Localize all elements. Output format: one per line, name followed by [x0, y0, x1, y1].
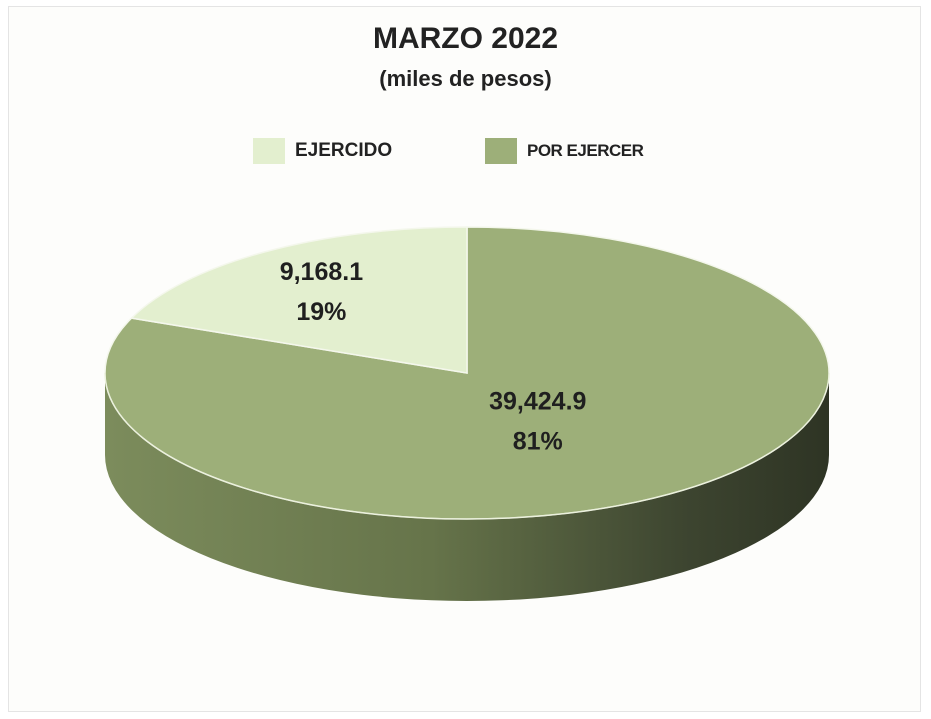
- legend-label-por-ejercer: POR EJERCER: [527, 141, 644, 160]
- data-label-percent-ejercido: 19%: [296, 298, 346, 326]
- pie-rim-highlight: [104, 372, 830, 520]
- pie-side-wall: [105, 373, 829, 601]
- legend-swatch-por-ejercer: [485, 138, 517, 164]
- chart-legend: EJERCIDO POR EJERCER: [0, 138, 931, 172]
- chart-subtitle: (miles de pesos): [379, 66, 552, 91]
- data-label-percent-por-ejercer: 81%: [513, 427, 563, 455]
- legend-swatch-ejercido: [253, 138, 285, 164]
- legend-item-por-ejercer: POR EJERCER: [485, 138, 644, 164]
- legend-item-ejercido: EJERCIDO: [253, 138, 392, 164]
- data-label-value-por-ejercer: 39,424.9: [489, 387, 586, 415]
- chart-title: MARZO 2022: [372, 22, 559, 55]
- data-label-value-ejercido: 9,168.1: [280, 258, 364, 286]
- legend-label-ejercido: EJERCIDO: [295, 140, 393, 161]
- pie-slice-ejercido: [129, 226, 468, 374]
